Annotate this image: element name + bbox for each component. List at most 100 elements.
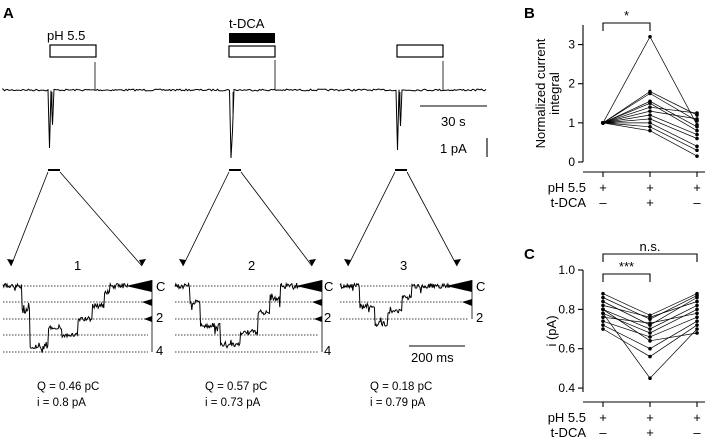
expanded-trace-2 <box>174 281 301 349</box>
data-point-B-9-1 <box>648 121 652 125</box>
ph-label: pH 5.5 <box>47 28 85 43</box>
panel-a: A pH 5.5 t-DCA 30 s 1 pA 1 2 3 C 2 4 C 2 4 C 2 200… <box>2 5 488 409</box>
fan-line-left-3 <box>347 171 396 267</box>
amplitude-histogram-1-l2 <box>144 316 152 322</box>
fan-arrow-left-2 <box>179 259 186 266</box>
data-point-B-0-1 <box>648 34 652 39</box>
data-point-B-3-2 <box>695 124 699 129</box>
data-point-C-3-0 <box>601 303 605 308</box>
significance-label-C-1: n.s. <box>640 239 661 254</box>
fan-line-left-1 <box>10 171 49 267</box>
data-point-C-7-1 <box>648 335 652 339</box>
data-point-B-8-1 <box>648 117 652 121</box>
data-point-B-9-2 <box>695 144 699 149</box>
fan-line-left-2 <box>182 171 230 267</box>
stat-q-1: Q = 0.46 pC <box>37 381 99 393</box>
expanded-trace-3 <box>339 282 451 328</box>
current-trace <box>2 87 487 159</box>
level-label-2-2: 2 <box>324 310 331 325</box>
data-point-C-8-0 <box>601 323 605 327</box>
stat-i-3: i = 0.79 pA <box>370 397 426 409</box>
level-label-3-1: C <box>476 279 485 294</box>
data-point-C-6-1 <box>648 321 652 325</box>
time-scale-label: 30 s <box>441 114 466 129</box>
data-point-B-6-2 <box>695 117 699 121</box>
level-label-1-1: C <box>156 279 165 294</box>
condition-mark-B-0-2: + <box>693 180 701 195</box>
significance-label-B-0: * <box>624 8 629 23</box>
condition-mark-C-1-2: – <box>693 425 701 437</box>
data-point-C-1-0 <box>601 295 605 300</box>
data-point-C-0-0 <box>601 291 605 296</box>
data-point-B-2-1 <box>648 91 652 96</box>
amplitude-histogram-2-l1 <box>312 299 322 306</box>
y-tick-label-C-0: 0.4 <box>558 381 575 395</box>
stat-q-3: Q = 0.18 pC <box>370 381 432 393</box>
y-axis-label-line-C-0: i (pA) <box>544 315 559 346</box>
y-tick-label-B-1: 1 <box>568 116 575 130</box>
data-point-C-7-2 <box>695 315 699 320</box>
stat-i-1: i = 0.8 pA <box>37 397 86 409</box>
data-point-C-4-2 <box>695 303 699 308</box>
data-point-B-7-2 <box>695 132 699 137</box>
data-point-C-10-0 <box>601 307 605 312</box>
data-point-B-8-2 <box>695 136 699 141</box>
data-point-B-10-1 <box>648 124 652 129</box>
tdca-label: t-DCA <box>229 16 265 31</box>
y-tick-label-B-3: 3 <box>568 38 575 52</box>
data-point-C-11-2 <box>695 327 699 331</box>
data-point-C-6-0 <box>601 315 605 320</box>
significance-label-C-0: *** <box>619 259 634 274</box>
ph-bar-3 <box>396 44 444 58</box>
y-axis-label-B: Normalized currentintegral <box>533 38 562 148</box>
ph-bar-1 <box>49 44 97 58</box>
panel-a-letter: A <box>3 5 14 22</box>
y-axis-label-C: i (pA) <box>544 315 559 346</box>
condition-label-C-0: pH 5.5 <box>548 410 586 425</box>
data-point-C-10-1 <box>648 339 652 343</box>
y-tick-label-C-2: 0.8 <box>558 302 575 316</box>
condition-mark-C-1-1: + <box>646 425 654 437</box>
significance-bracket-C-0 <box>602 273 651 282</box>
data-point-B-6-1 <box>648 109 652 113</box>
data-point-B-10-2 <box>695 148 699 153</box>
condition-label-B-1: t-DCA <box>551 195 587 210</box>
level-label-2-1: C <box>324 279 333 294</box>
level-label-2-3: 4 <box>324 343 331 358</box>
condition-label-B-0: pH 5.5 <box>548 180 586 195</box>
data-point-C-9-0 <box>601 327 605 331</box>
data-point-C-11-1 <box>648 376 652 381</box>
data-point-C-6-2 <box>695 311 699 316</box>
condition-mark-B-1-0: – <box>599 195 607 210</box>
fan-arrow-right-1 <box>139 259 146 266</box>
amplitude-histogram-3-l1 <box>462 299 472 306</box>
condition-label-C-1: t-DCA <box>551 425 587 437</box>
condition-mark-C-0-0: + <box>599 410 607 425</box>
data-point-C-8-2 <box>695 319 699 323</box>
amplitude-histogram-1-l1 <box>142 299 152 306</box>
data-point-B-5-1 <box>648 105 652 109</box>
ph-bar-2 <box>228 45 276 58</box>
expansion-number-3: 3 <box>400 258 407 273</box>
data-point-C-3-2 <box>695 299 699 304</box>
y-tick-label-B-0: 0 <box>568 155 575 169</box>
panel-b-letter: B <box>524 5 535 22</box>
data-point-C-7-0 <box>601 319 605 323</box>
data-point-C-2-0 <box>601 299 605 304</box>
y-tick-label-C-1: 0.6 <box>558 342 575 356</box>
condition-mark-C-0-2: + <box>693 410 701 425</box>
expanded-trace-1 <box>2 281 129 353</box>
expanded-traces: 1 2 3 C 2 4 C 2 4 C 2 <box>2 258 485 358</box>
fan-arrow-left-3 <box>344 259 351 266</box>
fan-line-right-1 <box>59 171 143 267</box>
data-point-B-4-2 <box>695 128 699 133</box>
data-point-B-5-2 <box>695 111 699 115</box>
level-label-3-2: 2 <box>476 310 483 325</box>
amplitude-histogram-2-l2 <box>314 316 322 322</box>
data-point-B-4-1 <box>648 101 652 106</box>
condition-mark-B-1-2: – <box>693 195 701 210</box>
panel-c: C 0.40.60.81.0i (pA)pH 5.5 + + +t-DCA – + –***… <box>524 239 705 437</box>
series-line-C-0 <box>602 293 698 316</box>
data-point-C-11-0 <box>601 311 605 316</box>
y-tick-label-C-3: 1.0 <box>558 263 575 277</box>
